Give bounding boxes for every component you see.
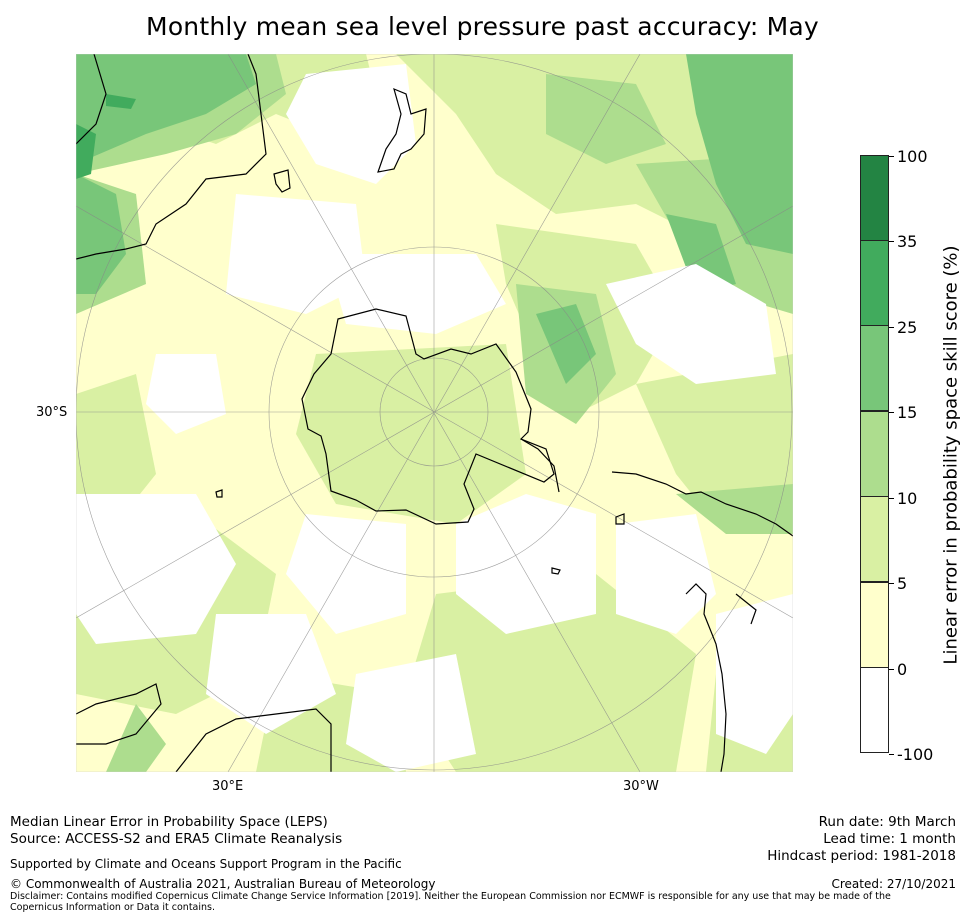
africa-east-outline — [175, 708, 332, 772]
colorbar-tick: 0 — [889, 662, 907, 678]
footer-disclaimer: Disclaimer: Contains modified Copernicus… — [10, 891, 891, 913]
antarctic-peninsula-outline — [520, 438, 560, 493]
lon-label-30w: 30°W — [623, 779, 659, 794]
australia-outline — [76, 54, 267, 260]
footer-lead-time: Lead time: 1 month — [823, 831, 956, 847]
footer-copyright: © Commonwealth of Australia 2021, Austra… — [10, 877, 436, 891]
colorbar-bin-0-5 — [860, 582, 889, 668]
footer-leps: Median Linear Error in Probability Space… — [10, 814, 328, 830]
south-america-outline — [611, 471, 793, 537]
polar-map — [76, 54, 793, 772]
footer-support: Supported by Climate and Oceans Support … — [10, 857, 402, 871]
south-america-west-outline — [685, 583, 727, 772]
colorbar-tick: 25 — [889, 320, 917, 336]
footer-run-date: Run date: 9th March — [818, 814, 956, 830]
antarctica-outline — [301, 308, 555, 525]
footer-created: Created: 27/10/2021 — [831, 877, 956, 891]
lon-label-30e: 30°E — [212, 779, 244, 794]
kerguelen-outline — [215, 489, 223, 498]
colorbar-tick: -100 — [889, 747, 933, 763]
footer-hindcast: Hindcast period: 1981-2018 — [767, 848, 956, 864]
skill-25-35-areas — [76, 94, 136, 179]
colorbar-tick: 35 — [889, 234, 917, 250]
colorbar-bin-5-10 — [860, 496, 889, 582]
lat-label-30s: 30°S — [36, 405, 68, 420]
south-georgia-outline — [551, 567, 561, 575]
colorbar-bin-10-15 — [860, 411, 889, 497]
south-america-coast-b — [735, 593, 757, 625]
falklands-outline — [615, 513, 625, 525]
colorbar-tick: 100 — [889, 149, 928, 165]
tasmania-outline — [273, 169, 291, 193]
colorbar-bin-15-25 — [860, 325, 889, 411]
colorbar-tick: 5 — [889, 576, 907, 592]
skill-15-25-areas — [76, 54, 793, 384]
colorbar-tick: 10 — [889, 491, 917, 507]
graticule — [76, 54, 793, 772]
chart-title: Monthly mean sea level pressure past acc… — [146, 12, 819, 41]
new-zealand-outline — [377, 87, 427, 173]
colorbar-label: Linear error in probability space skill … — [940, 245, 962, 665]
colorbar — [860, 155, 889, 753]
colorbar-tick: 15 — [889, 405, 917, 421]
footer-source: Source: ACCESS-S2 and ERA5 Climate Reana… — [10, 831, 343, 847]
coastlines — [76, 54, 793, 772]
colorbar-bin-25-35 — [860, 240, 889, 326]
colorbar-bin-neg100-0 — [860, 667, 889, 753]
map-svg — [76, 54, 793, 772]
colorbar-bin-35-100 — [860, 155, 889, 241]
australia-east-outline — [76, 54, 107, 145]
no-skill-areas — [76, 64, 793, 772]
africa-outline — [76, 683, 162, 745]
